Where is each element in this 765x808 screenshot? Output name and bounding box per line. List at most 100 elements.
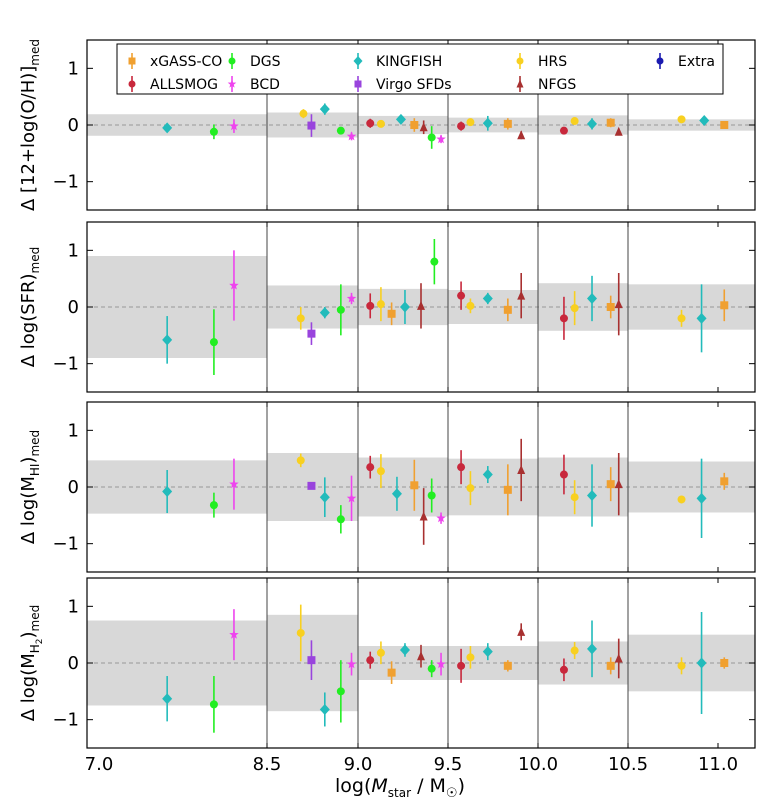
data-point-hrs — [466, 118, 475, 127]
marker — [482, 117, 493, 129]
data-point-allsmog — [366, 455, 375, 479]
data-point-kingfish — [482, 115, 493, 131]
marker — [720, 301, 729, 310]
data-point-dgs — [209, 309, 218, 375]
marker — [307, 656, 316, 665]
marker — [570, 117, 579, 126]
marker — [366, 119, 375, 128]
legend-entry-bcd: BCD — [227, 76, 280, 93]
y-tick-label: 1 — [68, 58, 79, 79]
legend-label: xGASS-CO — [150, 54, 222, 70]
legend-entry-nfgs: NFGS — [516, 76, 576, 93]
data-point-kingfish — [319, 103, 330, 115]
legend-entry-extra: Extra — [656, 53, 715, 70]
scatter-band — [87, 114, 267, 136]
marker — [376, 648, 385, 657]
marker — [427, 491, 436, 500]
data-point-nfgs — [614, 638, 623, 679]
marker — [296, 314, 305, 323]
marker — [482, 646, 493, 658]
data-point-kingfish — [319, 477, 330, 518]
data-point-bcd — [346, 652, 357, 676]
marker — [299, 109, 308, 118]
scatter-band — [87, 460, 267, 514]
marker — [417, 300, 425, 310]
data-point-hrs — [296, 453, 305, 468]
y-axis-label: Δ log(MHI)med — [18, 430, 42, 544]
data-point-dgs — [430, 239, 439, 285]
panel-sfr: 1 0 −1 Δ log(SFR)med — [18, 221, 756, 393]
data-point-dgs — [336, 660, 345, 723]
marker — [559, 665, 568, 674]
marker — [466, 653, 475, 662]
y-tick-label: 0 — [68, 297, 79, 318]
marker — [677, 661, 686, 670]
data-point-allsmog — [457, 648, 466, 683]
x-tick-label: 11.0 — [698, 754, 738, 775]
data-point-bcd — [346, 475, 357, 521]
data-point-xgass — [606, 657, 615, 675]
marker — [162, 693, 173, 705]
marker — [606, 480, 615, 489]
data-point-hrs — [296, 307, 305, 330]
data-point-nfgs — [517, 273, 526, 319]
data-point-kingfish — [696, 612, 707, 714]
marker — [587, 490, 598, 501]
marker — [376, 467, 385, 476]
marker — [410, 121, 419, 129]
marker — [319, 307, 330, 319]
marker — [614, 126, 623, 136]
x-tick-label: 8.5 — [253, 754, 282, 775]
data-point-hrs — [376, 454, 385, 489]
legend-entry-allsmog: ALLSMOG — [128, 76, 218, 93]
marker — [430, 257, 439, 266]
data-point-hrs — [570, 642, 579, 660]
legend-entry-hrs: HRS — [516, 53, 567, 70]
marker — [606, 303, 615, 311]
marker — [228, 57, 236, 65]
data-point-kingfish — [391, 476, 402, 511]
marker — [419, 122, 428, 132]
data-point-xgass — [503, 118, 512, 130]
legend-label: Virgo SFDs — [376, 77, 452, 93]
marker — [336, 515, 345, 524]
marker — [376, 300, 385, 309]
data-point-hrs — [376, 287, 385, 322]
data-point-bcd — [436, 134, 446, 144]
marker — [503, 119, 512, 128]
marker — [354, 80, 362, 88]
marker — [503, 305, 512, 314]
marker — [209, 501, 218, 510]
marker — [229, 280, 239, 290]
data-point-bcd — [229, 119, 239, 133]
marker — [614, 653, 623, 663]
marker — [677, 495, 686, 504]
data-point-virgo — [307, 114, 316, 137]
data-point-xgass — [503, 298, 512, 322]
data-point-virgo — [307, 481, 316, 490]
data-point-bcd — [229, 609, 239, 661]
data-point-hrs — [466, 646, 475, 669]
marker — [516, 79, 524, 88]
marker — [366, 463, 375, 472]
data-point-hrs — [677, 115, 686, 124]
marker — [346, 131, 357, 141]
x-tick-label: 10.5 — [608, 754, 648, 775]
data-point-nfgs — [517, 130, 526, 140]
data-point-kingfish — [699, 114, 710, 126]
x-tick-label: 9.5 — [434, 754, 463, 775]
data-point-allsmog — [457, 450, 466, 485]
marker — [466, 118, 475, 127]
data-point-allsmog — [457, 121, 466, 131]
marker — [720, 659, 729, 667]
data-point-nfgs — [614, 453, 623, 516]
marker — [296, 628, 305, 637]
marker — [606, 118, 615, 127]
data-point-kingfish — [162, 676, 173, 722]
data-point-xgass — [387, 302, 396, 326]
marker — [466, 484, 475, 493]
marker — [696, 492, 707, 504]
y-tick-label: −1 — [52, 354, 79, 375]
marker — [417, 651, 425, 661]
